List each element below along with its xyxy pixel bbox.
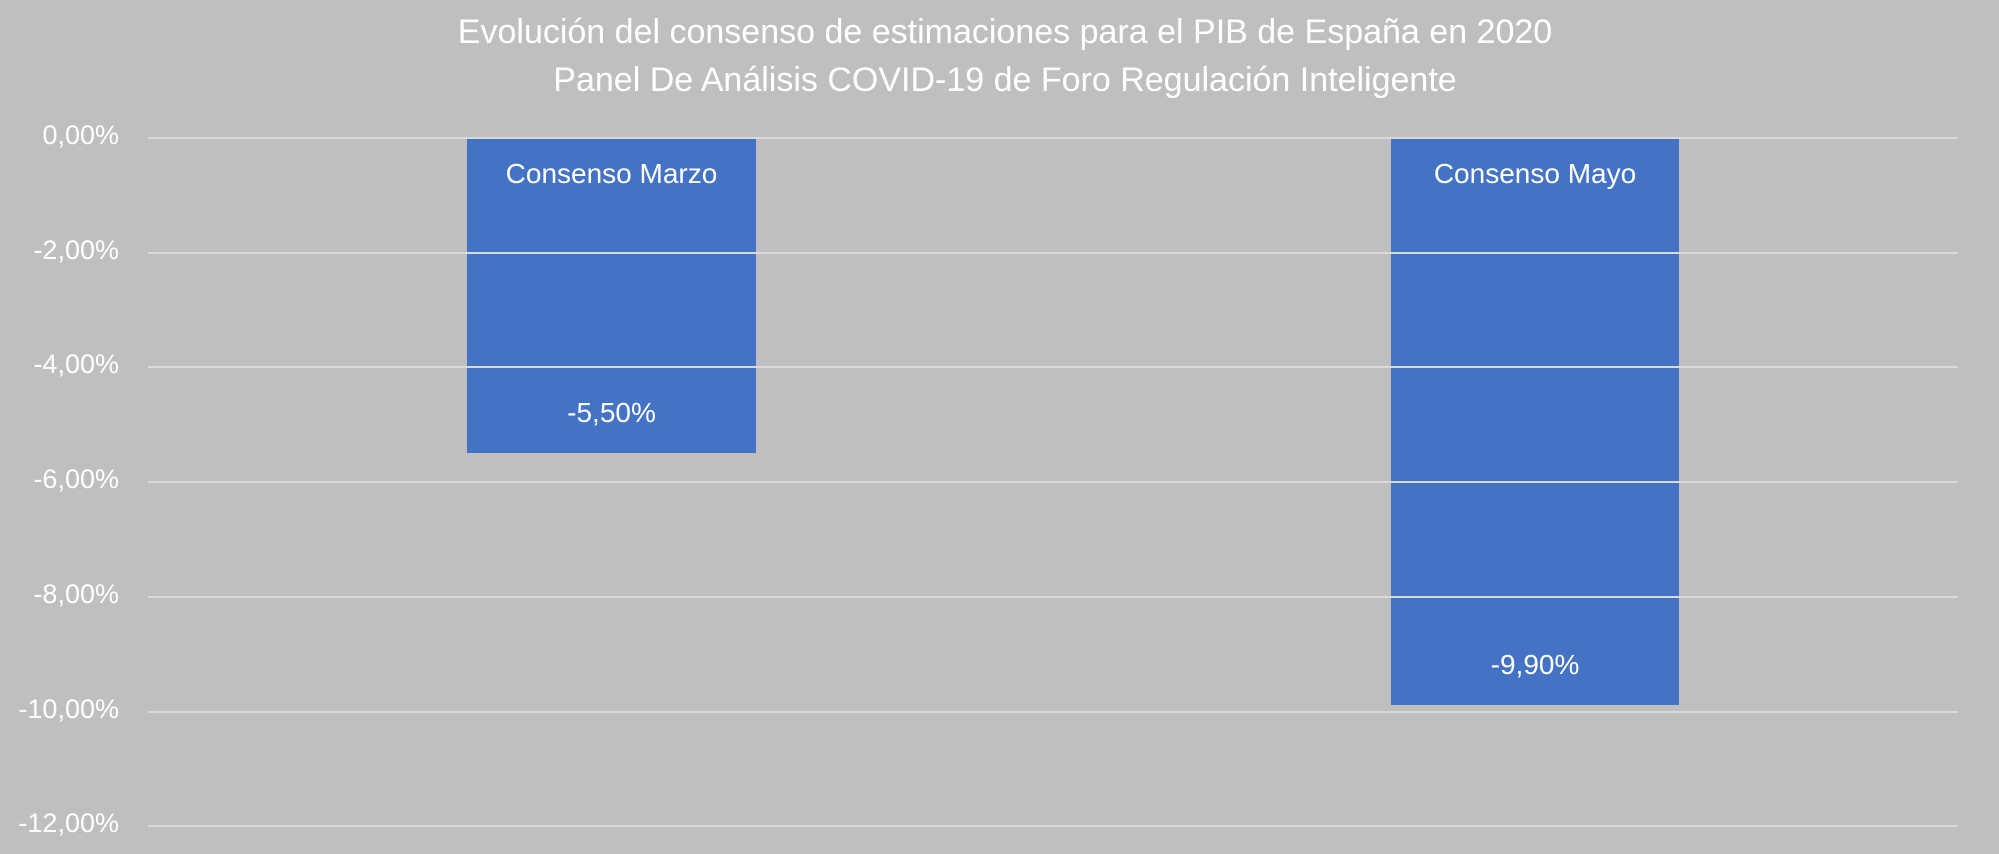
y-axis-tick-label: -10,00% xyxy=(18,693,119,724)
chart-title-line1: Evolución del consenso de estimaciones p… xyxy=(457,13,1553,51)
bar-consenso-mayo: Consenso Mayo -9,90% xyxy=(1391,138,1679,705)
bar-category-label: Consenso Marzo xyxy=(505,158,718,189)
bar-consenso-marzo: Consenso Marzo -5,50% xyxy=(467,138,756,453)
gridline xyxy=(148,137,1958,139)
bar-category-label: Consenso Mayo xyxy=(1433,158,1637,189)
y-axis-tick-label: -4,00% xyxy=(33,349,119,380)
bar-value-label: -9,90% xyxy=(1490,649,1580,680)
gridline xyxy=(148,710,1958,713)
gridline xyxy=(148,481,1958,484)
y-axis-tick-label: 0,00% xyxy=(42,120,119,150)
gridline xyxy=(148,251,1958,254)
gridline xyxy=(148,595,1958,598)
y-axis-tick-label: -6,00% xyxy=(33,464,119,495)
y-axis-tick-label: -2,00% xyxy=(33,234,119,265)
chart-title: Evolución del consenso de estimaciones p… xyxy=(0,8,1999,104)
chart-subtitle: Panel De Análisis COVID-19 de Foro Regul… xyxy=(553,61,1457,99)
y-axis-tick-label: -12,00% xyxy=(18,808,119,839)
gridline xyxy=(148,366,1958,369)
gridline xyxy=(148,825,1958,828)
y-axis-tick-label: -8,00% xyxy=(33,578,119,609)
bar-value-label: -5,50% xyxy=(567,397,656,428)
